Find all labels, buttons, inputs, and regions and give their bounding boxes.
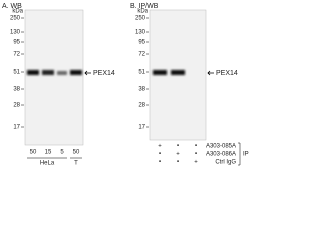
band xyxy=(27,70,39,75)
marker-label: 38 xyxy=(138,87,145,93)
bracket-label: IP xyxy=(243,152,249,158)
page: {"panels": [ {"title": "A. WB", "unit": … xyxy=(2,2,249,167)
lanes: 50 15 5 50 xyxy=(30,150,80,156)
lane-label: 15 xyxy=(45,150,52,156)
condition-sign: • xyxy=(195,152,197,158)
marker-label: 17 xyxy=(13,125,20,131)
unit-label: kDa xyxy=(137,9,148,15)
lane-label: 50 xyxy=(30,150,37,156)
bands xyxy=(153,70,185,75)
band xyxy=(42,70,54,75)
condition-name: A303-085A xyxy=(206,144,236,150)
lane-label: 50 xyxy=(73,150,80,156)
bracket xyxy=(238,142,241,166)
group-label: T xyxy=(74,161,78,167)
condition-sign: • xyxy=(159,160,161,166)
blot xyxy=(24,9,84,146)
marker-label: 51 xyxy=(13,70,20,76)
condition-sign: + xyxy=(194,160,198,166)
marker-label: 28 xyxy=(13,103,20,109)
marker-label: 250 xyxy=(135,16,146,22)
panel-title: A. WB xyxy=(2,3,22,10)
marker-label: 51 xyxy=(138,70,145,76)
arrow xyxy=(84,70,91,76)
marker-label: 95 xyxy=(138,40,145,46)
condition-sign: • xyxy=(159,152,161,158)
target-label: PEX14 xyxy=(93,70,115,77)
band xyxy=(171,70,185,75)
marker-label: 130 xyxy=(135,30,146,36)
marker-label: 17 xyxy=(138,125,145,131)
lane-label: 5 xyxy=(60,150,64,156)
conditions: + • • A303-085A • + • A303-086A • • + Ctrl IgG xyxy=(158,144,236,166)
marker-label: 95 xyxy=(13,40,20,46)
band xyxy=(57,71,67,75)
condition-sign: + xyxy=(176,152,180,158)
marker-label: 28 xyxy=(138,103,145,109)
group-label: HeLa xyxy=(40,161,55,167)
condition-sign: • xyxy=(177,144,179,150)
marker-label: 130 xyxy=(10,30,21,36)
condition-sign: + xyxy=(158,144,162,150)
condition-name: A303-086A xyxy=(206,152,236,158)
panel-title: B. IP/WB xyxy=(130,3,159,10)
unit-label: kDa xyxy=(12,9,23,15)
condition-name: Ctrl IgG xyxy=(215,160,236,166)
marker-label: 72 xyxy=(138,52,145,58)
condition-sign: • xyxy=(195,144,197,150)
target-label: PEX14 xyxy=(216,70,238,77)
marker-label: 38 xyxy=(13,87,20,93)
marker-label: 250 xyxy=(10,16,21,22)
condition-sign: • xyxy=(177,160,179,166)
band xyxy=(153,70,167,75)
bands xyxy=(27,70,82,75)
band xyxy=(70,70,82,75)
marker-label: 72 xyxy=(13,52,20,58)
arrow xyxy=(207,70,214,76)
